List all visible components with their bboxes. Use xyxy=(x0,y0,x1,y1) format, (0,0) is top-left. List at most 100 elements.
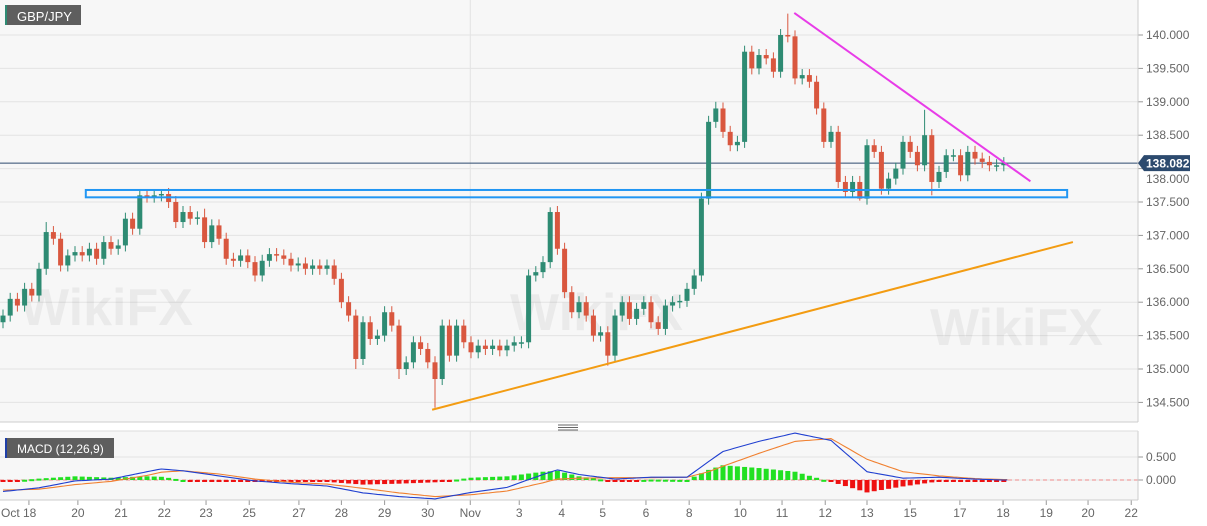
candle-body xyxy=(382,312,388,336)
candle-body xyxy=(367,322,373,339)
candles xyxy=(0,13,1007,408)
symbol-label[interactable]: GBP/JPY xyxy=(5,5,81,25)
macd-histogram-bar xyxy=(756,468,762,480)
macd-histogram-bar xyxy=(374,480,380,485)
candle-body xyxy=(302,263,308,269)
candle-body xyxy=(403,362,409,369)
candle xyxy=(468,336,474,359)
candle-body xyxy=(785,35,791,37)
candle xyxy=(0,309,6,329)
candle-body xyxy=(439,325,445,380)
macd-histogram-bar xyxy=(346,480,352,484)
candle-body xyxy=(58,238,64,266)
candle-body xyxy=(569,292,575,313)
candle xyxy=(173,195,179,229)
watermark-logo: WikiFX xyxy=(930,299,1103,357)
candle-body xyxy=(468,342,474,353)
macd-histogram-bar xyxy=(655,479,661,482)
candle-body xyxy=(425,348,431,363)
candle xyxy=(158,189,164,202)
candle xyxy=(576,296,582,319)
candle-body xyxy=(950,155,956,157)
candle-body xyxy=(994,165,1000,167)
candle xyxy=(216,219,222,245)
macd-histogram-bar xyxy=(842,480,848,487)
candle xyxy=(338,272,344,309)
x-tick-label: 22 xyxy=(1125,506,1139,520)
candle xyxy=(526,269,532,349)
candle-body xyxy=(173,202,179,223)
macd-histogram-bar xyxy=(626,480,632,482)
candle-body xyxy=(331,265,337,279)
candle xyxy=(302,257,308,275)
candle-body xyxy=(274,254,280,256)
candle-body xyxy=(605,332,611,356)
macd-histogram-bar xyxy=(468,477,474,480)
macd-histogram-bar xyxy=(785,470,791,480)
candle xyxy=(821,102,827,148)
candle xyxy=(115,239,121,255)
price-axis[interactable]: 140.000 139.500 139.000 138.500 138.000 137.5… xyxy=(1138,28,1190,487)
candle-body xyxy=(504,345,510,351)
candle-body xyxy=(792,36,798,79)
candle xyxy=(194,211,200,225)
candle xyxy=(130,212,136,235)
candle-body xyxy=(576,302,582,313)
macd-histogram-bar xyxy=(907,480,913,486)
candle xyxy=(958,149,964,182)
macd-histogram-bar xyxy=(605,480,611,482)
candle xyxy=(403,356,409,376)
candle xyxy=(223,232,229,265)
candle xyxy=(763,49,769,65)
macd-histogram-bar xyxy=(778,470,784,480)
candle xyxy=(835,125,841,188)
macd-histogram-bar xyxy=(936,480,942,482)
candle xyxy=(943,149,949,178)
candle-body xyxy=(209,225,215,243)
last-price-label: 138.082 xyxy=(1146,157,1190,171)
candle xyxy=(706,115,712,205)
candle-body xyxy=(965,151,971,176)
candle xyxy=(670,296,676,312)
macd-histogram-bar xyxy=(533,472,539,480)
macd-histogram-bar xyxy=(749,467,755,480)
panel-resize-handle[interactable] xyxy=(558,424,578,431)
last-price-badge xyxy=(1138,155,1190,172)
candle-body xyxy=(295,263,301,266)
x-tick-label: 3 xyxy=(516,506,523,520)
macd-histogram-bar xyxy=(461,478,467,481)
macd-histogram-bar xyxy=(677,479,683,482)
time-axis[interactable]: Oct 18 20 21 22 23 25 27 28 29 30 Nov 3 4 5 6 8 10 11 12 13… xyxy=(1,500,1138,520)
x-tick-label: 11 xyxy=(776,506,789,520)
x-tick-label: 27 xyxy=(292,506,306,520)
candle xyxy=(94,242,100,265)
candle-body xyxy=(72,252,78,256)
candle-body xyxy=(958,155,964,176)
candle-body xyxy=(115,245,121,249)
x-tick-label: Nov xyxy=(460,506,481,520)
macd-histogram-bar xyxy=(94,477,100,480)
candle xyxy=(374,329,380,345)
macd-label[interactable]: MACD (12,26,9) xyxy=(5,438,114,458)
candle-body xyxy=(533,272,539,276)
candle xyxy=(533,266,539,282)
candle xyxy=(288,252,294,272)
macd-histogram-bar xyxy=(835,480,841,484)
candle xyxy=(317,259,323,275)
candle-body xyxy=(850,181,856,192)
candle xyxy=(547,207,553,269)
candle xyxy=(29,282,35,302)
candle xyxy=(893,162,899,185)
candle-body xyxy=(252,262,258,276)
candle-body xyxy=(511,342,517,346)
candle-body xyxy=(144,195,150,197)
macd-histogram-bar xyxy=(29,479,35,482)
candle xyxy=(151,189,157,203)
macd-histogram-bar xyxy=(634,480,640,482)
macd-histogram-bar xyxy=(518,474,524,480)
candle-body xyxy=(266,254,272,261)
candle xyxy=(749,45,755,75)
x-tick-label: 22 xyxy=(158,506,172,520)
candle-body xyxy=(180,212,186,223)
